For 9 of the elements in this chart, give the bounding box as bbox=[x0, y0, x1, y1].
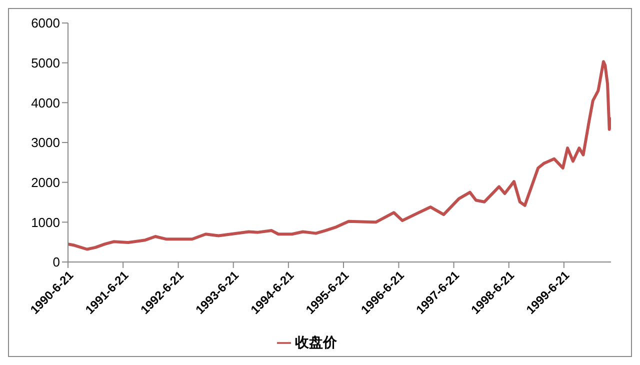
y-tick-label: 0 bbox=[52, 254, 60, 270]
y-tick-label: 6000 bbox=[31, 16, 60, 31]
y-tick-label: 3000 bbox=[31, 135, 60, 150]
y-tick-label: 5000 bbox=[31, 55, 60, 70]
line-series bbox=[68, 60, 611, 251]
y-tick-label: 4000 bbox=[31, 95, 60, 110]
y-tick-label: 1000 bbox=[31, 214, 60, 230]
legend-label: 收盘价 bbox=[295, 334, 337, 350]
y-tick-label: 2000 bbox=[31, 174, 60, 190]
